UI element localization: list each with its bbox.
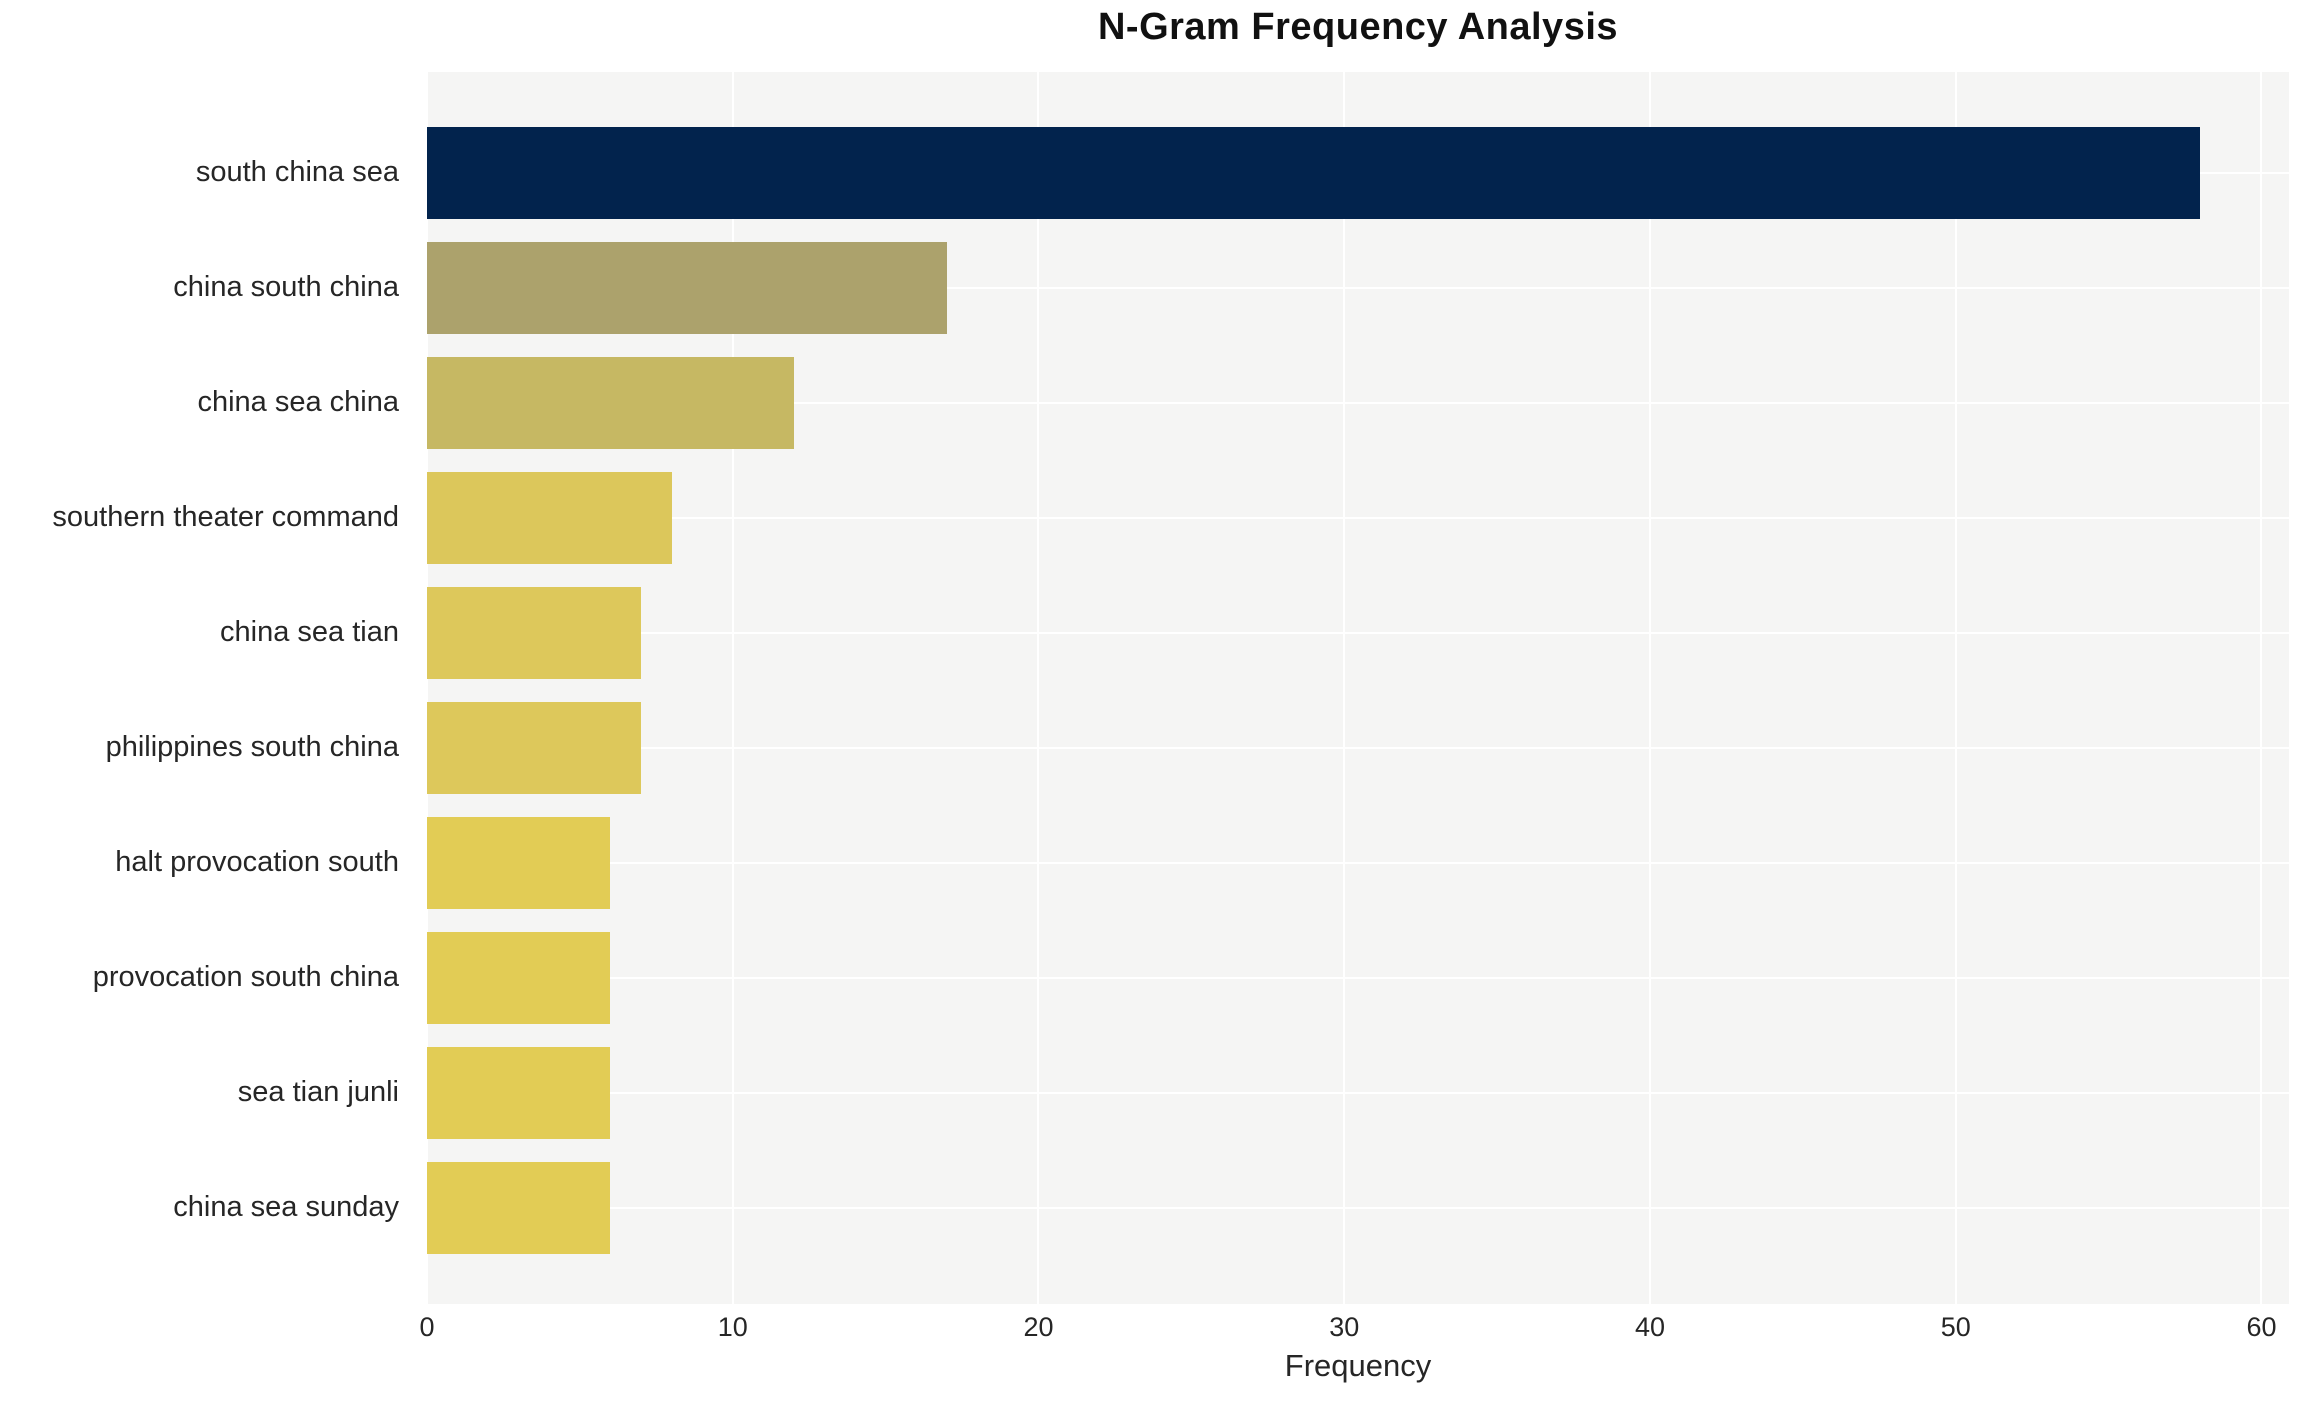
bar-philippines-south-china: [427, 701, 642, 794]
category-label: southern theater command: [52, 501, 399, 533]
bar-rows: [427, 115, 2289, 1265]
x-tick-label: 30: [1329, 1312, 1360, 1342]
horizontal-gridline: [427, 1091, 2289, 1094]
x-axis-ticks: 0 10 20 30 40 50 60: [419, 1304, 2289, 1348]
horizontal-gridline: [427, 286, 2289, 289]
plot-area: [426, 72, 2289, 1304]
vertical-gridline: [731, 72, 734, 1304]
bar-row: [427, 1035, 2289, 1150]
category-labels: south china sea china south china china se…: [0, 115, 399, 1265]
vertical-gridline: [2260, 72, 2263, 1304]
vertical-gridline: [1648, 72, 1651, 1304]
horizontal-gridline: [427, 746, 2289, 749]
bar-row: [427, 920, 2289, 1035]
vertical-gridlines: [426, 72, 2289, 1304]
bar-provocation-south-china: [427, 931, 611, 1024]
horizontal-gridline: [427, 976, 2289, 979]
category-label: china south china: [173, 271, 399, 303]
vertical-gridline: [426, 72, 428, 1304]
bar-china-sea-sunday: [427, 1161, 611, 1254]
category-label: sea tian junli: [237, 1076, 399, 1108]
bar-row: [427, 805, 2289, 920]
x-tick-label: 20: [1023, 1312, 1054, 1342]
bar-halt-provocation-south: [427, 816, 611, 909]
bar-china-sea-china: [427, 356, 794, 449]
category-label: philippines south china: [105, 731, 399, 763]
horizontal-gridline: [427, 861, 2289, 864]
category-label: south china sea: [195, 156, 399, 188]
bar-row: [427, 1150, 2289, 1265]
bar-row: [427, 345, 2289, 460]
category-label: china sea china: [197, 386, 399, 418]
bar-row: [427, 230, 2289, 345]
chart-title: N-Gram Frequency Analysis: [1097, 6, 1619, 48]
x-tick-label: 40: [1634, 1312, 1666, 1342]
x-tick-label: 0: [419, 1312, 435, 1342]
vertical-gridline: [1954, 72, 1957, 1304]
bar-row: [427, 690, 2289, 805]
category-axis: south china sea china south china china se…: [0, 72, 413, 1304]
category-label: china sea tian: [220, 616, 399, 648]
vertical-gridline: [1343, 72, 1346, 1304]
horizontal-gridline: [427, 401, 2289, 404]
bar-southern-theater-command: [427, 471, 672, 564]
horizontal-gridline: [427, 1206, 2289, 1209]
bar-china-south-china: [427, 241, 947, 334]
bar-row: [427, 575, 2289, 690]
bar-sea-tian-junli: [427, 1046, 611, 1139]
horizontal-gridline: [427, 631, 2289, 634]
category-label: china sea sunday: [173, 1191, 399, 1223]
x-axis-label: Frequency: [1284, 1348, 1432, 1383]
vertical-gridline: [1037, 72, 1040, 1304]
horizontal-gridline: [427, 516, 2289, 519]
bar-row: [427, 460, 2289, 575]
bar-row: [427, 115, 2289, 230]
category-label: provocation south china: [92, 961, 399, 993]
bar-south-china-sea: [427, 126, 2201, 219]
x-tick-label: 10: [717, 1312, 748, 1342]
x-tick-label: 60: [2246, 1312, 2277, 1342]
category-label: halt provocation south: [115, 846, 399, 878]
x-tick-label: 50: [1940, 1312, 1971, 1342]
bar-china-sea-tian: [427, 586, 642, 679]
